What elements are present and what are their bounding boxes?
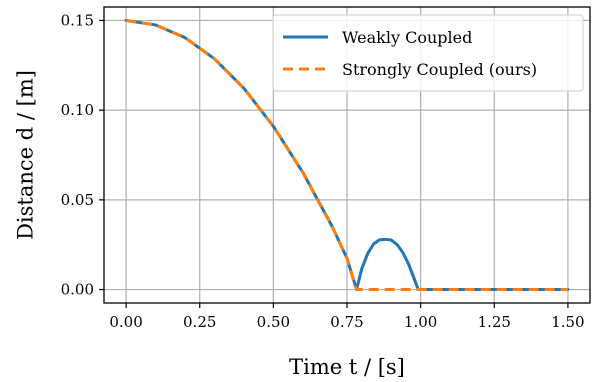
legend-label-weakly-coupled: Weakly Coupled (342, 28, 472, 47)
legend: Weakly Coupled Strongly Coupled (ours) (272, 14, 584, 92)
y-tick-label: 0.00 (61, 281, 94, 299)
y-tick-label: 0.10 (61, 101, 94, 119)
y-tick-label: 0.05 (61, 191, 94, 209)
x-tick-label: 0.00 (109, 313, 142, 331)
legend-box (272, 14, 584, 92)
x-tick-label: 1.25 (478, 313, 511, 331)
series-lines (124, 18, 570, 292)
y-tick-label: 0.15 (61, 11, 94, 29)
series-line-strongly-coupled (125, 18, 568, 292)
x-tick-label: 0.25 (183, 313, 216, 331)
y-axis-label: Distance d / [m] (14, 70, 38, 240)
axis-ticks: 0.00 0.25 0.50 0.75 1.00 1.25 1.50 0.00 0.05 0.10… (61, 11, 585, 331)
x-tick-label: 0.75 (330, 313, 363, 331)
x-axis-label: Time t / [s] (289, 355, 405, 379)
legend-label-strongly-coupled: Strongly Coupled (ours) (342, 60, 537, 79)
x-tick-label: 0.50 (257, 313, 290, 331)
x-tick-label: 1.50 (551, 313, 584, 331)
x-tick-label: 1.00 (404, 313, 437, 331)
